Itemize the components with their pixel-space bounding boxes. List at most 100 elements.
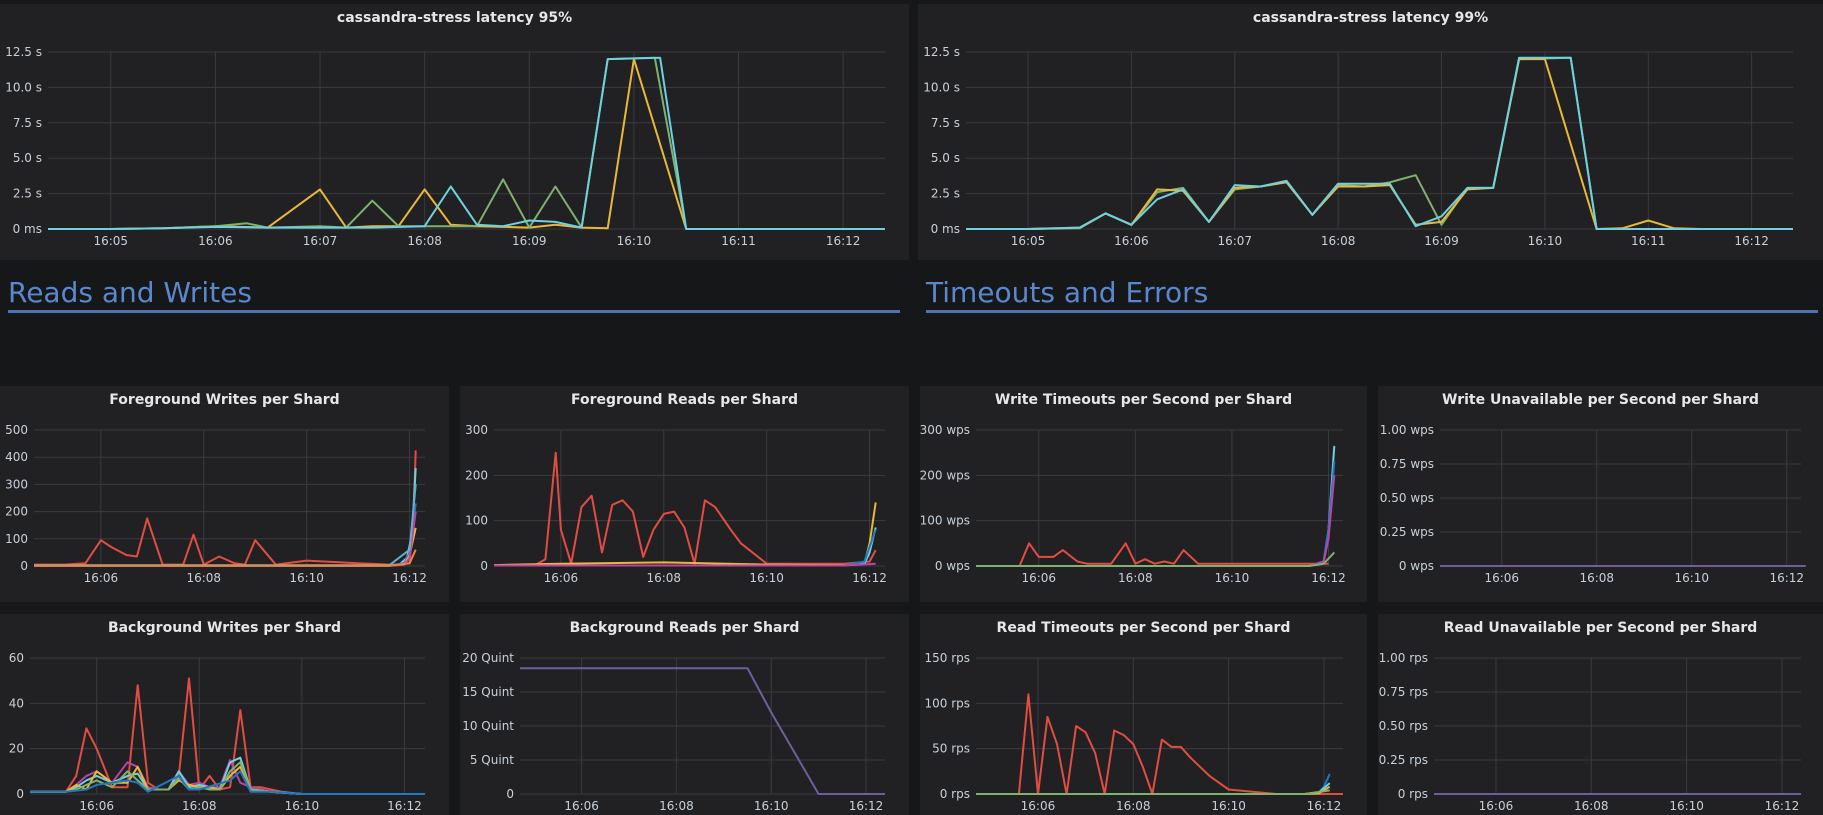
x-tick-label: 16:12: [1769, 571, 1804, 585]
panel-title[interactable]: Foreground Reads per Shard: [570, 392, 799, 408]
y-tick-label: 20: [9, 742, 24, 756]
x-tick-label: 16:10: [749, 571, 784, 585]
series-line-2: [48, 56, 885, 230]
series-line-5: [30, 770, 425, 795]
y-tick-label: 20 Quint: [462, 651, 514, 665]
x-tick-label: 16:12: [1765, 799, 1800, 813]
row-header-reads-writes[interactable]: Reads and Writes: [8, 276, 900, 313]
y-tick-label: 0.50 rps: [1379, 719, 1428, 733]
series-line-1: [48, 56, 885, 230]
panel-title[interactable]: Background Writes per Shard: [107, 620, 342, 636]
x-tick-label: 16:06: [198, 234, 233, 248]
panel-title[interactable]: Read Unavailable per Second per Shard: [1443, 620, 1758, 636]
y-tick-label: 0.50 wps: [1380, 491, 1434, 505]
y-tick-label: 50 rps: [932, 742, 970, 756]
x-tick-label: 16:08: [1321, 234, 1356, 248]
x-tick-label: 16:08: [1116, 799, 1151, 813]
panel-fg-reads[interactable]: Foreground Reads per Shard 0 100 200 300 16:…: [460, 386, 909, 602]
chart-write-unavailable: 0 wps 0.25 wps 0.50 wps 0.75 wps 1.00 wps 16:…: [1380, 423, 1806, 585]
series-line-2: [976, 461, 1336, 567]
y-tick-label: 7.5 s: [13, 116, 42, 130]
chart-fg-writes: 0 100 200 300 400 500 16:06 16:08 16:10 16:12: [5, 423, 427, 585]
panel-latency-95[interactable]: cassandra-stress latency 95% 0 ms 2.5 s 5.…: [0, 4, 909, 260]
y-tick-label: 0 wps: [935, 559, 970, 573]
y-tick-label: 0.25 rps: [1379, 753, 1428, 767]
y-tick-label: 400: [5, 450, 28, 464]
x-tick-label: 16:08: [1579, 571, 1614, 585]
x-tick-label: 16:06: [79, 799, 114, 813]
series-line-4: [976, 551, 1336, 567]
x-tick-label: 16:05: [93, 234, 128, 248]
x-tick-label: 16:09: [512, 234, 547, 248]
panel-title[interactable]: Write Timeouts per Second per Shard: [994, 392, 1293, 408]
x-tick-label: 16:06: [544, 571, 579, 585]
x-tick-label: 16:06: [1479, 799, 1514, 813]
y-tick-label: 10.0 s: [923, 80, 960, 94]
y-tick-label: 40: [9, 696, 24, 710]
x-tick-label: 16:08: [186, 571, 221, 585]
y-tick-label: 100 wps: [920, 514, 970, 528]
panel-latency-99[interactable]: cassandra-stress latency 99% 0 ms 2.5 s 5.…: [918, 4, 1823, 260]
y-tick-label: 100 rps: [924, 696, 970, 710]
chart-read-unavailable: 0 rps 0.25 rps 0.50 rps 0.75 rps 1.00 rps 16:…: [1379, 651, 1801, 813]
y-tick-label: 0: [480, 559, 488, 573]
panel-fg-writes[interactable]: Foreground Writes per Shard 0 100 200 300 40…: [0, 386, 449, 602]
series-line-0: [48, 58, 885, 230]
y-tick-label: 0.75 rps: [1379, 685, 1428, 699]
x-tick-label: 16:06: [1021, 799, 1056, 813]
panel-bg-reads[interactable]: Background Reads per Shard 0 5 Quint 10 Qu…: [460, 614, 909, 815]
series-line-4: [976, 789, 1330, 795]
y-tick-label: 5.0 s: [13, 151, 42, 165]
chart-lat99: 0 ms 2.5 s 5.0 s 7.5 s 10.0 s 12.5 s 16:05 16:0…: [923, 45, 1793, 248]
y-tick-label: 10.0 s: [5, 80, 42, 94]
series-line-1: [966, 58, 1793, 230]
row-header-timeouts-errors[interactable]: Timeouts and Errors: [926, 276, 1818, 313]
panel-write-unavailable[interactable]: Write Unavailable per Second per Shard 0…: [1378, 386, 1823, 602]
y-tick-label: 0 rps: [1398, 787, 1428, 801]
panel-title[interactable]: Foreground Writes per Shard: [109, 392, 340, 408]
x-tick-label: 16:10: [754, 799, 789, 813]
x-tick-label: 16:08: [1574, 799, 1609, 813]
x-tick-label: 16:06: [1114, 234, 1149, 248]
y-tick-label: 5 Quint: [470, 753, 514, 767]
series-line-0: [976, 542, 1329, 567]
panel-title[interactable]: Read Timeouts per Second per Shard: [996, 620, 1291, 636]
series-line-1: [34, 468, 417, 567]
panel-title[interactable]: Write Unavailable per Second per Shard: [1442, 392, 1759, 408]
y-tick-label: 5.0 s: [931, 151, 960, 165]
y-tick-label: 12.5 s: [5, 45, 42, 59]
panel-read-timeouts[interactable]: Read Timeouts per Second per Shard 0 rps…: [920, 614, 1367, 815]
y-tick-label: 100: [5, 532, 28, 546]
y-tick-label: 150 rps: [924, 651, 970, 665]
panel-title[interactable]: cassandra-stress latency 95%: [336, 10, 573, 26]
panel-bg-writes[interactable]: Background Writes per Shard 0 20 40 60 16:06…: [0, 614, 449, 815]
x-tick-label: 16:10: [289, 571, 324, 585]
y-tick-label: 0: [506, 787, 514, 801]
x-tick-label: 16:06: [564, 799, 599, 813]
y-tick-label: 500: [5, 423, 28, 437]
x-tick-label: 16:11: [1631, 234, 1666, 248]
y-tick-label: 300 wps: [920, 423, 970, 437]
x-tick-label: 16:12: [1311, 571, 1346, 585]
x-tick-label: 16:08: [407, 234, 442, 248]
x-tick-label: 16:12: [1734, 234, 1769, 248]
y-tick-label: 7.5 s: [931, 116, 960, 130]
panel-read-unavailable[interactable]: Read Unavailable per Second per Shard 0 …: [1378, 614, 1823, 815]
x-tick-label: 16:10: [285, 799, 320, 813]
x-tick-label: 16:10: [617, 234, 652, 248]
chart-read-timeouts: 0 rps 50 rps 100 rps 150 rps 16:06 16:08 16:10…: [924, 651, 1343, 813]
y-tick-label: 0 wps: [1399, 559, 1434, 573]
chart-write-timeouts: 0 wps 100 wps 200 wps 300 wps 16:06 16:08 16:1…: [920, 423, 1346, 585]
y-tick-label: 1.00 rps: [1379, 651, 1428, 665]
series-line-4: [494, 562, 876, 567]
y-tick-label: 300: [5, 477, 28, 491]
panel-write-timeouts[interactable]: Write Timeouts per Second per Shard 0 wp…: [920, 386, 1367, 602]
y-tick-label: 300: [465, 423, 488, 437]
series-line-1: [976, 445, 1336, 567]
y-tick-label: 15 Quint: [462, 685, 514, 699]
y-tick-label: 0 ms: [931, 222, 960, 236]
x-tick-label: 16:10: [1215, 571, 1250, 585]
chart-lat95: 0 ms 2.5 s 5.0 s 7.5 s 10.0 s 12.5 s 16:05 16:0…: [5, 45, 885, 248]
panel-title[interactable]: cassandra-stress latency 99%: [1252, 10, 1489, 26]
panel-title[interactable]: Background Reads per Shard: [569, 620, 800, 636]
